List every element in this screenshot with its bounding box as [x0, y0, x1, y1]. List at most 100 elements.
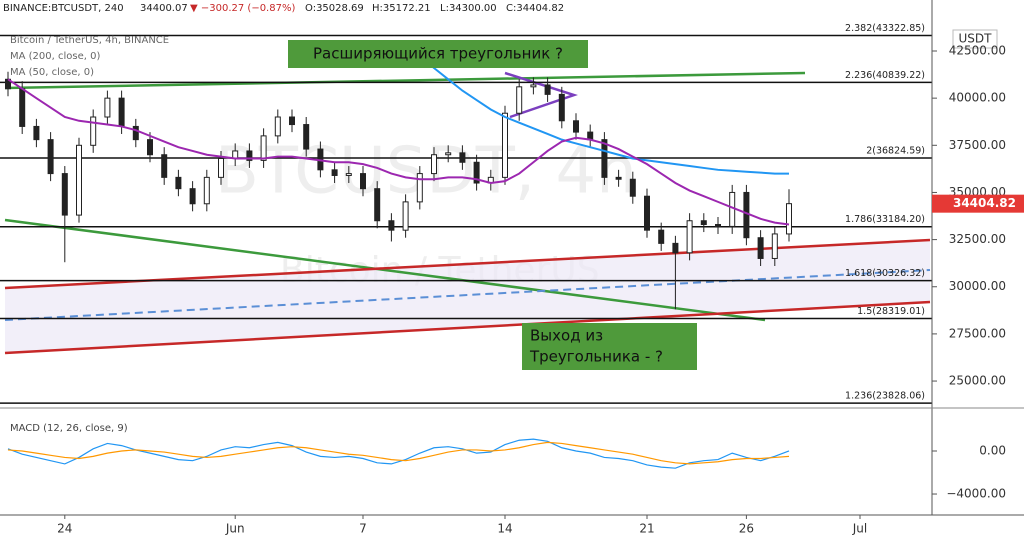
x-tick-label: 24 [57, 522, 72, 536]
candle-body [502, 112, 508, 178]
fib-label: 2.236(40839.22) [845, 70, 925, 81]
candle-body [374, 188, 381, 222]
legend-entry: MA (200, close, 0) [10, 51, 100, 62]
candle-body [544, 84, 551, 95]
trend-line [4, 218, 766, 322]
open: O:35028.69 [305, 3, 364, 14]
candle-body [218, 157, 224, 178]
header: BINANCE:BTCUSDT, 240 34400.07 ▼ −300.27 … [3, 3, 564, 434]
annotation-box [522, 323, 697, 370]
candle-body [558, 93, 565, 122]
candle-body [530, 84, 537, 88]
fib-label: 1.5(28319.01) [857, 306, 925, 317]
annotation: Выход из [530, 327, 603, 345]
fib-label: 2.382(43322.85) [845, 23, 925, 34]
y-tick-label: −4000.00 [946, 487, 1006, 501]
candle-body [757, 237, 764, 259]
candle-body [175, 176, 182, 190]
candle-body [771, 233, 778, 259]
candle-body [459, 152, 466, 163]
candle-body [431, 154, 437, 175]
candle-body [345, 173, 352, 176]
y-tick-label: 25000.00 [949, 374, 1006, 388]
y-tick-label: 40000.00 [949, 91, 1006, 105]
legend-entry: Bitcoin / TetherUS, 4h, BINANCE [10, 35, 169, 46]
fib-label: 1.618(30326.32) [845, 268, 925, 279]
candle-body [786, 203, 792, 235]
candle-body [416, 173, 423, 203]
candle-body [90, 116, 97, 146]
x-tick-label: 21 [639, 522, 654, 536]
currency: USDT [959, 32, 993, 46]
x-tick-label: Jul [852, 522, 867, 536]
candle-body [672, 242, 679, 254]
ma200-line [404, 44, 789, 175]
candle-body [147, 139, 153, 156]
channel-fill [5, 240, 930, 353]
candle-body [76, 144, 82, 216]
y-tick-label: 27500.00 [949, 326, 1006, 340]
candle-body [388, 220, 395, 231]
annotation: Расширяющийся треугольник ? [313, 45, 563, 63]
candle-body [615, 176, 622, 180]
channel-line [4, 300, 931, 355]
watermark: BTCUSDT, 4h [215, 135, 637, 209]
candle-body [47, 139, 54, 175]
x-tick-label: 14 [497, 522, 512, 536]
candle-body [360, 173, 366, 190]
candle-body [33, 125, 40, 141]
price-tag [932, 194, 1024, 213]
candle-body [658, 229, 665, 244]
trend-line [4, 71, 806, 90]
candle-body [445, 152, 452, 156]
fib-label: 1.236(23828.06) [845, 391, 925, 402]
candle-body [303, 124, 310, 150]
ma50-line [7, 78, 790, 226]
dashed-line [4, 269, 931, 321]
currency-box [952, 29, 998, 49]
y-tick-label: 0.00 [979, 443, 1006, 457]
x-tick-label: 7 [359, 522, 367, 536]
candle-body [686, 220, 693, 254]
candle-body [289, 116, 295, 126]
candle-body [118, 97, 125, 127]
change: ▼ −300.27 (−0.87%) [190, 3, 295, 14]
candle-body [473, 161, 480, 184]
candle-body [331, 169, 338, 176]
close: C:34404.82 [506, 3, 564, 14]
candle-body [104, 97, 111, 118]
candle-body [260, 135, 267, 161]
candle-body [402, 201, 409, 231]
candle-body [246, 150, 253, 161]
candle-body [573, 120, 579, 133]
signal-line [7, 441, 790, 465]
price-tag-label: 34404.82 [953, 196, 1016, 210]
triangle [504, 71, 578, 119]
candle-body [601, 139, 608, 178]
candle-body [189, 188, 196, 205]
last-price: 34400.07 [140, 3, 188, 14]
candle-body [203, 176, 210, 205]
candle-body [743, 191, 750, 239]
candle-body [61, 173, 68, 216]
fib-label: 1.786(33184.20) [845, 214, 925, 225]
low: L:34300.00 [440, 3, 497, 14]
y-tick-label: 30000.00 [949, 279, 1006, 293]
candle-body [729, 191, 736, 227]
y-tick-label: 32500.00 [949, 232, 1006, 246]
candle-body [516, 86, 523, 114]
candle-body [274, 116, 281, 137]
y-tick-label: 37500.00 [949, 138, 1006, 152]
candle-body [132, 125, 139, 141]
candle-body [715, 224, 721, 227]
candle-body [700, 220, 707, 226]
candle-body [19, 88, 26, 127]
candle-body [161, 154, 168, 178]
macd-title: MACD (12, 26, close, 9) [10, 423, 128, 434]
symbol: BINANCE:BTCUSDT, 240 [3, 3, 124, 14]
annotation-box [288, 40, 588, 68]
legend-entry: MA (50, close, 0) [10, 67, 94, 78]
candle-body [629, 178, 636, 197]
x-tick-label: 26 [739, 522, 754, 536]
